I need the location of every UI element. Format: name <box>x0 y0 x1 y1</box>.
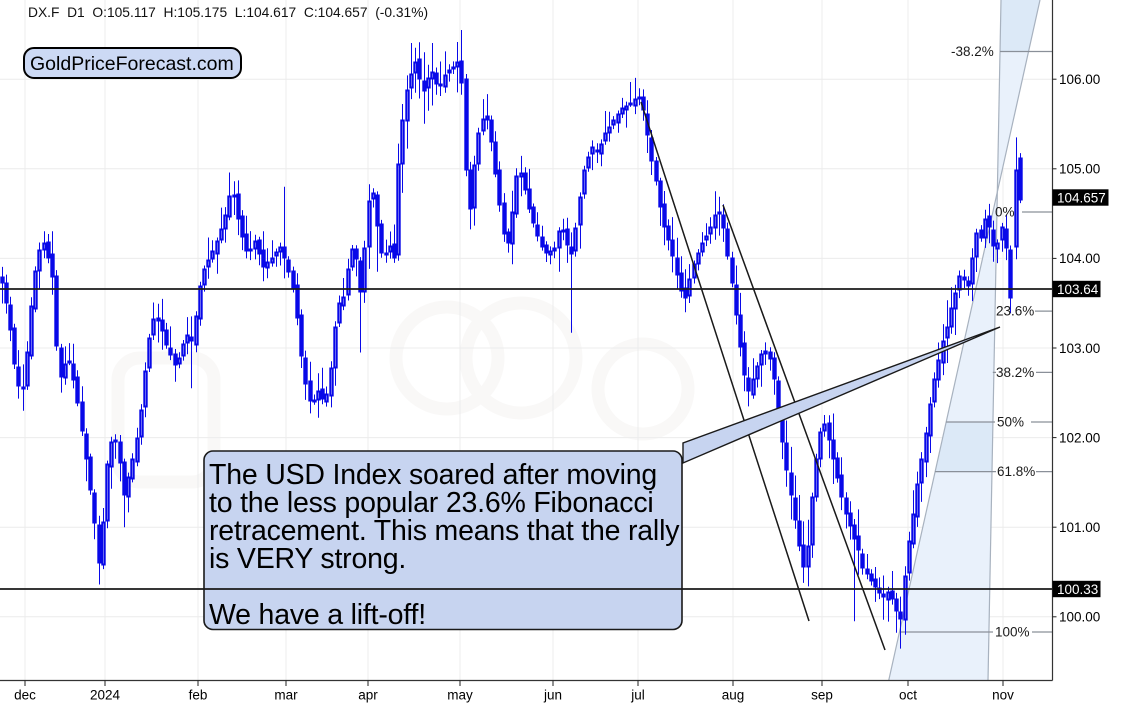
svg-text:105.00: 105.00 <box>1059 162 1100 177</box>
svg-text:may: may <box>447 688 473 703</box>
svg-text:jun: jun <box>543 688 562 703</box>
svg-text:104.00: 104.00 <box>1059 251 1100 266</box>
svg-text:oct: oct <box>899 688 917 703</box>
svg-text:100.00: 100.00 <box>1059 610 1100 625</box>
svg-text:feb: feb <box>189 688 208 703</box>
svg-text:retracement. This means that t: retracement. This means that the rally <box>209 515 680 547</box>
svg-text:100.33: 100.33 <box>1057 582 1098 597</box>
svg-text:50%: 50% <box>997 415 1024 430</box>
svg-text:to the less popular 23.6% Fibo: to the less popular 23.6% Fibonacci <box>209 487 654 519</box>
svg-text:103.00: 103.00 <box>1059 341 1100 356</box>
svg-text:61.8%: 61.8% <box>997 464 1035 479</box>
svg-text:100%: 100% <box>995 625 1030 640</box>
svg-text:The USD Index soared after mov: The USD Index soared after moving <box>209 459 657 491</box>
svg-text:DX.F D1 O:105.117 H:105.175: DX.F D1 O:105.117 H:105.175 L:104.617 C:… <box>28 5 428 20</box>
svg-text:38.2%: 38.2% <box>996 365 1034 380</box>
svg-text:sep: sep <box>811 688 833 703</box>
svg-text:GoldPriceForecast.com: GoldPriceForecast.com <box>30 53 234 75</box>
svg-text:nov: nov <box>992 688 1014 703</box>
svg-text:dec: dec <box>14 688 36 703</box>
svg-text:is VERY strong.: is VERY strong. <box>209 543 406 575</box>
svg-text:103.64: 103.64 <box>1057 282 1099 297</box>
svg-text:-38.2%: -38.2% <box>951 44 994 59</box>
svg-text:aug: aug <box>722 688 745 703</box>
svg-text:mar: mar <box>274 688 298 703</box>
svg-text:jul: jul <box>630 688 645 703</box>
svg-text:0%: 0% <box>995 205 1015 220</box>
svg-text:104.657: 104.657 <box>1057 190 1106 205</box>
svg-text:101.00: 101.00 <box>1059 520 1100 535</box>
svg-text:106.00: 106.00 <box>1059 72 1100 87</box>
svg-text:We have a lift-off!: We have a lift-off! <box>209 599 426 631</box>
svg-text:102.00: 102.00 <box>1059 430 1100 445</box>
svg-text:apr: apr <box>358 688 378 703</box>
svg-text:23.6%: 23.6% <box>996 304 1034 319</box>
svg-text:2024: 2024 <box>90 688 121 703</box>
